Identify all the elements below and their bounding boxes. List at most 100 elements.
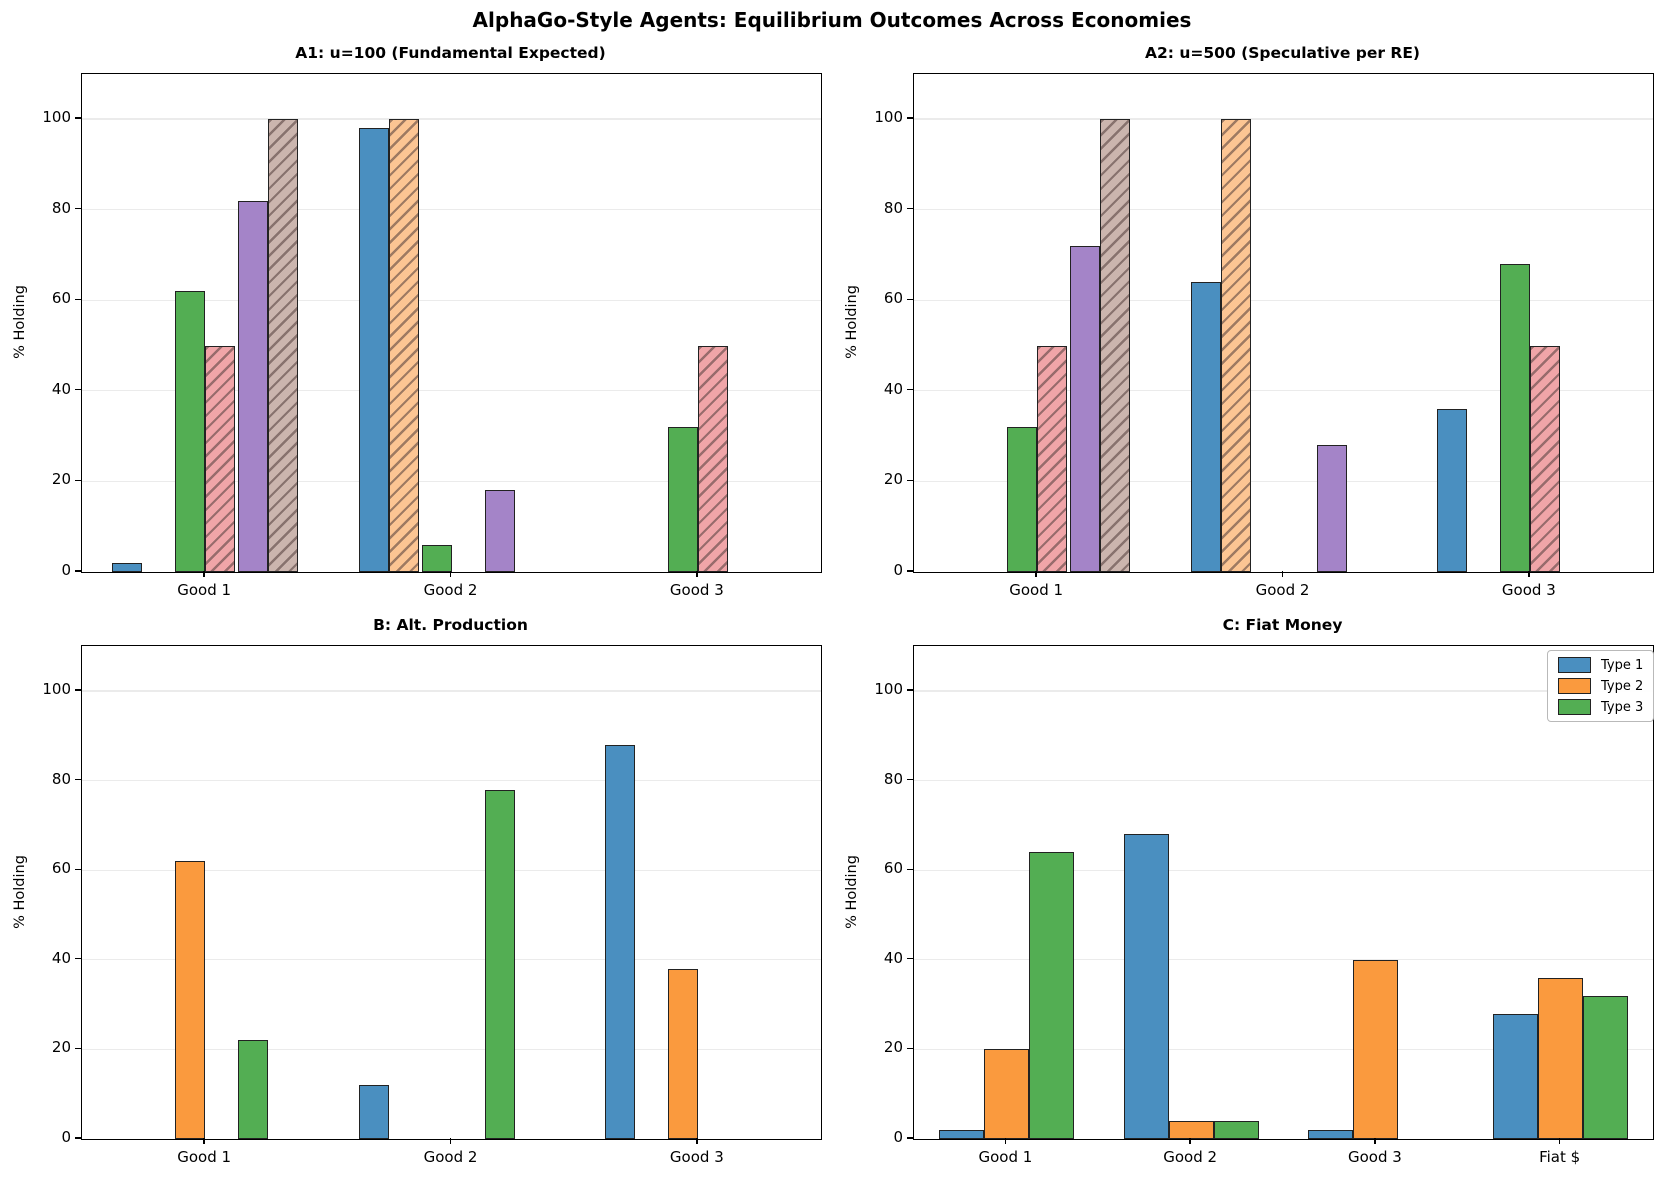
x-tick-mark <box>449 1138 452 1144</box>
bar <box>983 1049 1029 1139</box>
x-tick-label: Good 3 <box>669 581 724 599</box>
bar <box>1308 1130 1354 1139</box>
x-tick-label: Good 3 <box>1501 581 1556 599</box>
gridline <box>914 390 1653 392</box>
x-tick-label: Good 2 <box>1255 581 1310 599</box>
legend-swatch-type-3 <box>1558 699 1591 715</box>
bar <box>238 1040 269 1139</box>
bar <box>1353 959 1399 1139</box>
x-tick-mark <box>1528 571 1530 577</box>
gridline <box>82 299 821 301</box>
panel-title-a2: A2: u=500 (Speculative per RE) <box>1145 44 1420 62</box>
gridline <box>914 118 1653 120</box>
bar <box>175 861 206 1139</box>
y-tick-mark <box>907 298 913 300</box>
y-tick-label: 40 <box>883 379 903 398</box>
x-tick-label: Good 1 <box>177 581 232 599</box>
gridline <box>82 869 821 871</box>
x-tick-mark <box>1035 571 1037 577</box>
x-tick-mark <box>1189 1138 1191 1144</box>
y-tick-label: 40 <box>51 948 71 967</box>
bar <box>1168 1121 1214 1139</box>
plot-area-a1 <box>81 73 822 573</box>
bar <box>1220 119 1251 572</box>
bar <box>1538 977 1584 1139</box>
bar <box>1028 852 1074 1139</box>
y-tick-mark <box>907 1137 913 1139</box>
bar <box>1007 427 1038 572</box>
y-tick-label: 60 <box>51 289 71 308</box>
legend: Type 1 Type 2 Type 3 <box>1547 650 1655 722</box>
bar <box>1583 995 1629 1139</box>
plot-area-c <box>913 645 1654 1140</box>
gridline <box>82 780 821 782</box>
gridline <box>914 780 1653 782</box>
x-tick-label: Good 3 <box>669 1148 724 1166</box>
x-tick-mark <box>449 571 452 577</box>
bar <box>238 200 269 572</box>
legend-swatch-type-1 <box>1558 657 1591 673</box>
bar <box>1123 834 1169 1139</box>
bar <box>938 1130 984 1139</box>
gridline <box>82 690 821 692</box>
x-tick-label: Good 3 <box>1347 1148 1402 1166</box>
x-tick-label: Fiat $ <box>1539 1148 1581 1166</box>
x-tick-label: Good 1 <box>978 1148 1033 1166</box>
bar <box>1100 119 1131 572</box>
gridline <box>82 118 821 120</box>
gridline <box>82 480 821 482</box>
y-tick-label: 0 <box>61 1128 71 1146</box>
y-tick-label: 20 <box>51 470 71 489</box>
y-tick-mark <box>75 689 81 691</box>
y-tick-mark <box>75 958 81 960</box>
plot-area-b <box>81 645 822 1140</box>
gridline <box>82 1048 821 1050</box>
y-tick-mark <box>907 689 913 691</box>
bar <box>1529 345 1560 572</box>
gridline <box>914 480 1653 482</box>
y-tick-label: 100 <box>874 680 903 698</box>
gridline <box>914 869 1653 871</box>
y-tick-mark <box>907 778 913 781</box>
y-tick-label: 60 <box>883 859 903 878</box>
panel-title-c: C: Fiat Money <box>1222 616 1343 634</box>
y-tick-mark <box>907 389 913 391</box>
y-tick-label: 60 <box>883 289 903 308</box>
bar <box>112 562 143 572</box>
y-tick-label: 0 <box>893 1128 903 1146</box>
gridline <box>914 209 1653 211</box>
y-tick-label: 80 <box>883 769 903 788</box>
bar <box>388 119 419 572</box>
plot-area-a2 <box>913 73 1654 573</box>
legend-label: Type 1 <box>1601 657 1644 673</box>
y-tick-mark <box>907 1047 913 1050</box>
x-tick-label: Good 1 <box>1009 581 1064 599</box>
gridline <box>914 959 1653 961</box>
x-tick-mark <box>1558 1138 1561 1144</box>
figure-title: AlphaGo-Style Agents: Equilibrium Outcom… <box>472 8 1192 32</box>
x-tick-mark <box>696 571 698 577</box>
y-tick-label: 20 <box>883 1038 903 1057</box>
y-tick-label: 80 <box>51 769 71 788</box>
y-tick-mark <box>907 117 913 119</box>
panel-title-b: B: Alt. Production <box>373 616 528 634</box>
bar <box>1316 445 1347 572</box>
x-tick-label: Good 2 <box>1163 1148 1218 1166</box>
x-tick-mark <box>1004 1138 1007 1144</box>
bar <box>205 345 236 572</box>
y-tick-mark <box>75 298 81 300</box>
y-tick-label: 40 <box>51 379 71 398</box>
x-tick-mark <box>696 1138 698 1144</box>
x-tick-mark <box>1281 571 1284 577</box>
panel-title-a1: A1: u=100 (Fundamental Expected) <box>295 44 606 62</box>
legend-entry: Type 3 <box>1558 699 1643 715</box>
y-tick-mark <box>75 207 81 210</box>
y-tick-mark <box>75 389 81 391</box>
bar <box>358 1085 389 1139</box>
y-tick-label: 80 <box>51 198 71 217</box>
y-tick-mark <box>75 1137 81 1139</box>
y-tick-mark <box>75 479 81 482</box>
legend-label: Type 2 <box>1601 678 1644 694</box>
bar <box>358 128 389 572</box>
